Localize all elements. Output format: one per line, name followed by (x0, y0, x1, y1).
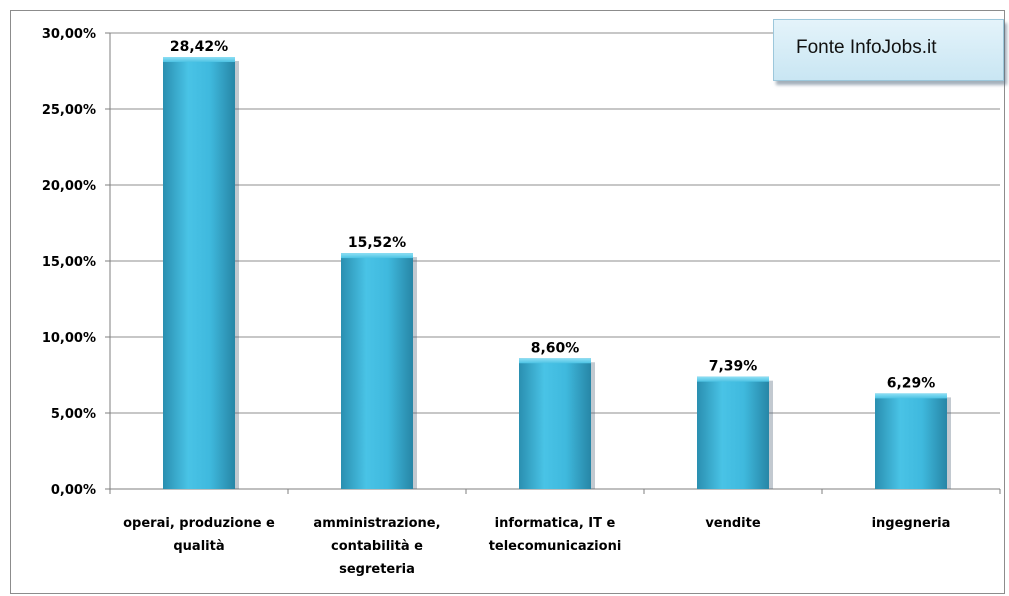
source-note: Fonte InfoJobs.it (773, 19, 1004, 81)
x-tick-label: telecomunicazioni (489, 539, 622, 554)
bar (697, 376, 769, 489)
bar-top-highlight (163, 57, 235, 63)
labels: 0,00% 5,00% 10,00% 15,00% 20,00% 25,00% 30,00%… (42, 27, 951, 577)
bars (163, 57, 951, 490)
data-label: 7,39% (709, 359, 758, 375)
bar-top-highlight (875, 393, 947, 399)
y-tick-label: 0,00% (51, 483, 96, 498)
x-tick-label: vendite (705, 516, 761, 531)
y-tick-label: 30,00% (42, 27, 96, 42)
x-tick-label: amministrazione, (313, 516, 440, 531)
data-label: 8,60% (531, 340, 580, 356)
x-tick-label: ingegneria (872, 516, 951, 531)
bar (875, 393, 947, 489)
bar-top-highlight (341, 253, 413, 259)
x-tick-label: contabilità e (331, 539, 423, 554)
bar (341, 253, 413, 489)
data-label: 15,52% (348, 235, 406, 251)
data-label: 28,42% (170, 39, 228, 55)
data-label: 6,29% (887, 375, 936, 391)
x-tick-label: informatica, IT e (495, 516, 616, 531)
y-tick-label: 10,00% (42, 331, 96, 346)
bar (163, 57, 235, 490)
bar-top-highlight (519, 358, 591, 364)
y-tick-label: 5,00% (51, 407, 96, 422)
y-tick-label: 20,00% (42, 179, 96, 194)
y-tick-label: 25,00% (42, 103, 96, 118)
y-tick-label: 15,00% (42, 255, 96, 270)
x-tick-label: qualità (173, 539, 224, 554)
bar-top-highlight (697, 376, 769, 382)
x-tick-label: segreteria (339, 562, 415, 577)
bar (519, 358, 591, 489)
x-tick-label: operai, produzione e (123, 516, 275, 531)
